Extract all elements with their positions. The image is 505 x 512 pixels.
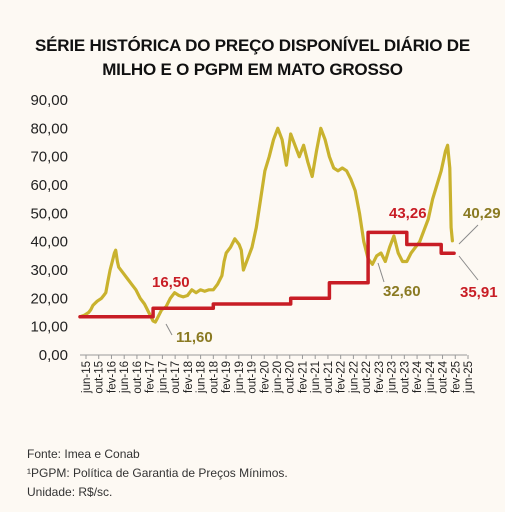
x-tick-label: jun-24 — [425, 360, 437, 394]
x-tick-label: out-18 — [208, 361, 220, 394]
x-tick-label: jun-25 — [463, 361, 475, 394]
x-tick-label: jun-22 — [348, 361, 360, 394]
x-tick-label: jun-15 — [81, 361, 93, 394]
x-tick-label: fev-24 — [412, 360, 424, 393]
y-tick-label: 90,00 — [30, 92, 68, 109]
x-tick-label: fev-20 — [259, 361, 271, 393]
y-tick-label: 20,00 — [30, 290, 68, 307]
x-tick-label: out-16 — [132, 361, 144, 394]
x-axis: jun-15 out-15 fev-16 jun-16 out-16 fev-17 jun-… — [80, 354, 475, 394]
y-tick-label: 10,00 — [30, 319, 68, 336]
x-tick-label: fev-16 — [106, 361, 118, 393]
annotation-label: 32,60 — [383, 283, 421, 300]
y-tick-label: 70,00 — [30, 149, 68, 166]
annotation-leader-line — [377, 262, 385, 283]
x-tick-label: fev-22 — [336, 361, 348, 393]
annotation-leader-line — [458, 224, 479, 245]
x-tick-label: jun-16 — [119, 361, 131, 394]
x-tick-label: fev-23 — [374, 361, 386, 393]
annotation-label: 16,50 — [152, 274, 190, 291]
x-tick-label: fev-18 — [183, 361, 195, 393]
annotation-label: 35,91 — [460, 284, 498, 301]
chart-title-line-2: MILHO E O PGPM EM MATO GROSSO — [102, 60, 403, 79]
footer-source: Fonte: Imea e Conab — [27, 447, 140, 461]
x-tick-label: out-22 — [361, 361, 373, 394]
x-tick-label: out-21 — [323, 361, 335, 394]
y-tick-label: 60,00 — [30, 177, 68, 194]
x-tick-label: out-15 — [94, 361, 106, 394]
x-tick-label: out-20 — [285, 361, 297, 394]
y-axis: 0,00 10,00 20,00 30,00 40,00 50,00 60,00 70,00 8… — [30, 92, 68, 364]
x-tick-label: fev-19 — [221, 361, 233, 393]
y-tick-label: 40,00 — [30, 234, 68, 251]
y-tick-label: 80,00 — [30, 120, 68, 137]
x-tick-label: jun-20 — [272, 361, 284, 394]
pgpm-series-line — [78, 230, 456, 319]
x-tick-label: jun-23 — [387, 361, 399, 394]
x-tick-label: out-24 — [438, 360, 450, 393]
y-tick-label: 0,00 — [39, 347, 68, 364]
x-tick-label: fev-17 — [145, 361, 157, 393]
series-lines — [78, 126, 456, 324]
footer-unit: Unidade: R$/sc. — [27, 485, 113, 499]
x-tick-label: jun-18 — [196, 361, 208, 394]
y-tick-label: 30,00 — [30, 262, 68, 279]
x-tick-label: fev-25 — [450, 361, 462, 393]
annotation-label: 43,26 — [389, 205, 427, 222]
x-tick-label: fev-21 — [297, 361, 309, 393]
annotations: 16,50 11,60 43,26 32,60 40,29 35,91 — [152, 205, 501, 346]
x-tick-label: out-19 — [247, 361, 259, 394]
x-tick-label: jun-17 — [157, 361, 169, 394]
footer-pgpm-note: ¹PGPM: Política de Garantia de Preços Mí… — [27, 466, 288, 480]
chart-title-line-1: SÉRIE HISTÓRICA DO PREÇO DISPONÍVEL DIÁR… — [35, 36, 470, 55]
x-tick-label: out-23 — [399, 361, 411, 394]
annotation-leader-line — [165, 323, 173, 336]
x-tick-label: jun-19 — [234, 361, 246, 394]
annotation-label: 40,29 — [463, 205, 501, 222]
price-series-line — [78, 126, 454, 324]
x-tick-label: jun-21 — [310, 361, 322, 394]
x-tick-label: out-17 — [170, 361, 182, 394]
y-tick-label: 50,00 — [30, 205, 68, 222]
annotation-label: 11,60 — [176, 329, 213, 346]
annotation-leader-line — [458, 255, 479, 281]
